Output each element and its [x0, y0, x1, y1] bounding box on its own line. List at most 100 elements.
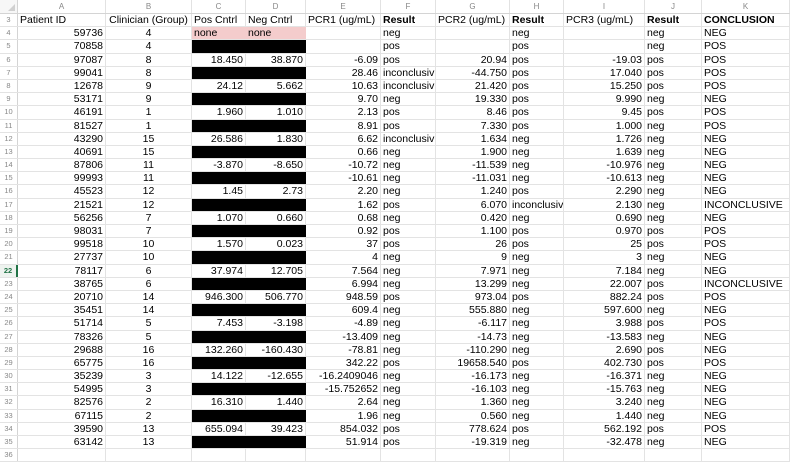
row-number[interactable]: 34 — [0, 422, 18, 435]
cell-b[interactable]: 3 — [106, 383, 192, 396]
cell-a[interactable]: 63142 — [18, 436, 106, 449]
cell-b[interactable]: 8 — [106, 53, 192, 66]
cell-a[interactable]: 98031 — [18, 225, 106, 238]
cell-j[interactable]: neg — [645, 119, 702, 132]
row-number[interactable]: 3 — [0, 14, 18, 27]
row-number[interactable]: 11 — [0, 119, 18, 132]
cell-e[interactable]: 6.62 — [306, 132, 381, 145]
row-number[interactable]: 33 — [0, 409, 18, 422]
cell-c[interactable] — [192, 383, 246, 396]
cell-e[interactable]: 2.20 — [306, 185, 381, 198]
cell-g[interactable]: 0.420 — [436, 211, 510, 224]
cell-d[interactable] — [246, 225, 306, 238]
cell-g[interactable]: 9 — [436, 251, 510, 264]
cell-i[interactable]: 1.440 — [564, 409, 645, 422]
cell-h[interactable]: pos — [510, 66, 564, 79]
cell-c[interactable]: 37.974 — [192, 264, 246, 277]
cell-b[interactable]: 14 — [106, 304, 192, 317]
cell-i[interactable]: 402.730 — [564, 356, 645, 370]
cell-h[interactable]: pos — [510, 238, 564, 251]
cell-h[interactable]: pos — [510, 185, 564, 198]
cell-f[interactable]: neg — [381, 370, 436, 383]
cell-e[interactable]: 9.70 — [306, 93, 381, 106]
cell-f[interactable]: neg — [381, 317, 436, 330]
cell-k[interactable]: POS — [702, 66, 790, 79]
cell-h[interactable]: neg — [510, 159, 564, 172]
cell-i[interactable]: -16.371 — [564, 370, 645, 383]
cell-k[interactable]: POS — [702, 40, 790, 53]
cell-c[interactable]: 14.122 — [192, 370, 246, 383]
cell-c[interactable] — [192, 225, 246, 238]
cell-k[interactable]: POS — [702, 356, 790, 370]
cell-f[interactable]: neg — [381, 251, 436, 264]
cell-d[interactable] — [246, 119, 306, 132]
cell-c[interactable] — [192, 409, 246, 422]
cell-i[interactable]: 2.690 — [564, 343, 645, 356]
cell-f[interactable]: pos — [381, 53, 436, 66]
cell-h[interactable]: neg — [510, 304, 564, 317]
cell-c[interactable] — [192, 66, 246, 79]
cell-c[interactable]: 24.12 — [192, 79, 246, 93]
row-number[interactable]: 35 — [0, 436, 18, 449]
cell-g[interactable]: -16.103 — [436, 383, 510, 396]
cell-i[interactable]: 1.000 — [564, 119, 645, 132]
cell-f[interactable]: neg — [381, 409, 436, 422]
column-header-c[interactable]: C — [192, 0, 246, 13]
cell-b[interactable]: 4 — [106, 27, 192, 40]
cell-g[interactable]: 7.971 — [436, 264, 510, 277]
cell-d[interactable]: none — [246, 27, 306, 40]
cell-h[interactable]: pos — [510, 79, 564, 93]
cell-i[interactable]: 2.130 — [564, 198, 645, 211]
cell-c[interactable] — [192, 277, 246, 290]
cell-b[interactable]: 10 — [106, 238, 192, 251]
cell-a[interactable]: 29688 — [18, 343, 106, 356]
row-number[interactable]: 29 — [0, 356, 18, 370]
cell-j[interactable]: neg — [645, 370, 702, 383]
cell-e[interactable]: 0.66 — [306, 145, 381, 159]
cell-j[interactable]: pos — [645, 422, 702, 435]
cell-b[interactable]: 1 — [106, 106, 192, 119]
cell-a[interactable]: 59736 — [18, 27, 106, 40]
cell-d[interactable]: 0.660 — [246, 211, 306, 224]
cell-a[interactable]: 45523 — [18, 185, 106, 198]
cell-a[interactable]: 21521 — [18, 198, 106, 211]
cell-j[interactable]: pos — [645, 53, 702, 66]
cell-k[interactable]: NEG — [702, 370, 790, 383]
cell-k[interactable]: NEG — [702, 132, 790, 145]
cell-a[interactable]: 87806 — [18, 159, 106, 172]
cell-e[interactable] — [306, 27, 381, 40]
column-header-b[interactable]: B — [106, 0, 192, 13]
cell-f[interactable]: neg — [381, 27, 436, 40]
cell-a[interactable]: 99993 — [18, 172, 106, 185]
cell-i[interactable]: 22.007 — [564, 277, 645, 290]
column-header-h[interactable]: H — [510, 0, 564, 13]
cell-d[interactable] — [246, 93, 306, 106]
cell-k[interactable]: NEG — [702, 211, 790, 224]
cell-a[interactable] — [18, 449, 106, 462]
row-number[interactable]: 19 — [0, 225, 18, 238]
cell-f[interactable]: neg — [381, 396, 436, 409]
cell-i[interactable]: 15.250 — [564, 79, 645, 93]
cell-h[interactable]: pos — [510, 106, 564, 119]
cell-a[interactable]: 67115 — [18, 409, 106, 422]
cell-e[interactable]: 2.13 — [306, 106, 381, 119]
cell-k[interactable]: NEG — [702, 251, 790, 264]
cell-k[interactable]: NEG — [702, 343, 790, 356]
cell-d[interactable]: 39.423 — [246, 422, 306, 435]
cell-i[interactable]: 562.192 — [564, 422, 645, 435]
cell-k[interactable]: NEG — [702, 145, 790, 159]
cell-a[interactable]: 78117 — [18, 264, 106, 277]
cell-b[interactable]: 13 — [106, 422, 192, 435]
cell-j[interactable]: pos — [645, 79, 702, 93]
cell-c[interactable] — [192, 449, 246, 462]
cell-j[interactable]: neg — [645, 396, 702, 409]
cell-a[interactable]: 43290 — [18, 132, 106, 145]
cell-d[interactable] — [246, 449, 306, 462]
cell-i[interactable]: 597.600 — [564, 304, 645, 317]
cell-a[interactable]: 35451 — [18, 304, 106, 317]
header-cell-c[interactable]: Pos Cntrl — [192, 14, 246, 27]
cell-f[interactable]: neg — [381, 211, 436, 224]
header-cell-d[interactable]: Neg Cntrl — [246, 14, 306, 27]
cell-f[interactable]: pos — [381, 356, 436, 370]
header-cell-f[interactable]: Result — [381, 14, 436, 27]
